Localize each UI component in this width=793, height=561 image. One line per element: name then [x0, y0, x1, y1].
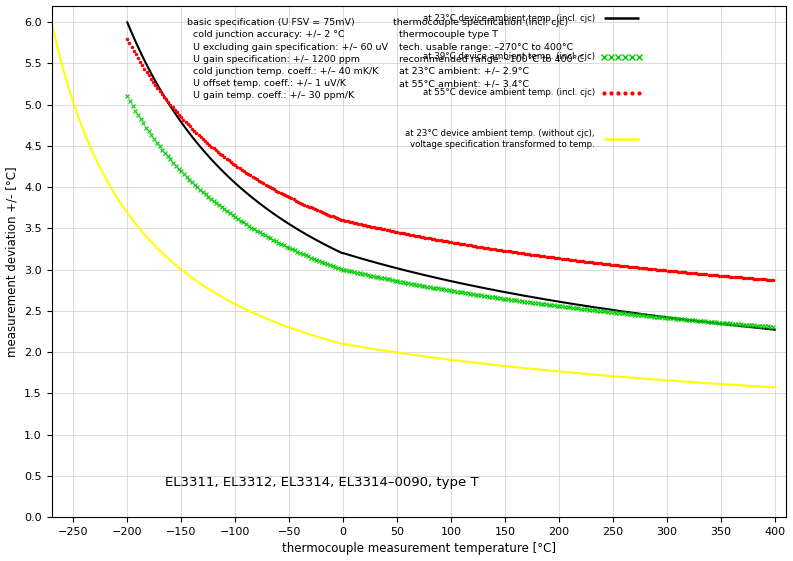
Text: EL3311, EL3312, EL3314, EL3314–0090, type T: EL3311, EL3312, EL3314, EL3314–0090, typ…	[166, 476, 479, 489]
Text: at 39°C device ambient temp. (incl. cjc): at 39°C device ambient temp. (incl. cjc)	[423, 52, 595, 61]
Y-axis label: measurement deviation +/- [°C]: measurement deviation +/- [°C]	[6, 166, 18, 357]
Text: at 23°C device ambient temp. (incl. cjc): at 23°C device ambient temp. (incl. cjc)	[423, 14, 595, 23]
Text: basic specification (U FSV = 75mV)
  cold junction accuracy: +/– 2 °C
  U exclud: basic specification (U FSV = 75mV) cold …	[187, 19, 389, 100]
Text: thermocouple specification (incl. cjc)
  thermocouple type T
  tech. usable rang: thermocouple specification (incl. cjc) t…	[393, 19, 584, 88]
X-axis label: thermocouple measurement temperature [°C]: thermocouple measurement temperature [°C…	[282, 542, 556, 555]
Text: at 23°C device ambient temp. (without cjc),
voltage specification transformed to: at 23°C device ambient temp. (without cj…	[405, 128, 595, 149]
Text: at 55°C device ambient temp. (incl. cjc): at 55°C device ambient temp. (incl. cjc)	[423, 88, 595, 97]
